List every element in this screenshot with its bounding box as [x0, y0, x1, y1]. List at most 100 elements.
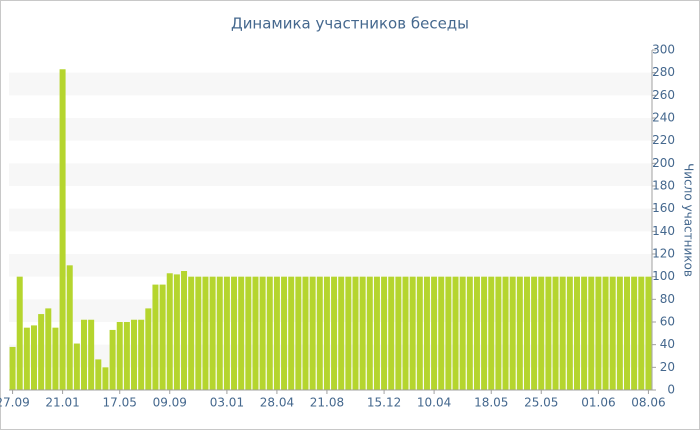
bar [259, 276, 266, 390]
bar [581, 276, 588, 390]
bar [109, 329, 116, 390]
y-tick-label: 180 [652, 179, 675, 193]
bar [152, 284, 159, 390]
y-tick-label: 60 [660, 315, 675, 329]
bar [331, 276, 338, 390]
x-tick-label: 01.06 [581, 396, 615, 410]
bar [102, 367, 109, 390]
bar [252, 276, 259, 390]
x-tick-label: 21.08 [310, 396, 344, 410]
x-tick-label: 27.09 [0, 396, 30, 410]
bar [159, 284, 166, 390]
bar [531, 276, 538, 390]
bar [459, 276, 466, 390]
x-tick-label: 17.05 [103, 396, 137, 410]
y-tick-label: 40 [660, 337, 675, 351]
bar [66, 265, 73, 390]
bar [495, 276, 502, 390]
bar [338, 276, 345, 390]
bar [431, 276, 438, 390]
bar [23, 327, 30, 390]
bar [195, 276, 202, 390]
bar [502, 276, 509, 390]
bar [45, 308, 52, 390]
y-tick-label: 240 [652, 111, 675, 125]
bar [16, 276, 23, 390]
bar [552, 276, 559, 390]
bar [402, 276, 409, 390]
bar [323, 276, 330, 390]
bar [566, 276, 573, 390]
y-tick-label: 300 [652, 43, 675, 57]
x-tick-label: 15.12 [367, 396, 401, 410]
bar [131, 319, 138, 390]
bar [545, 276, 552, 390]
x-tick-label: 10.04 [417, 396, 451, 410]
bar [145, 308, 152, 390]
y-tick-label: 80 [660, 292, 675, 306]
bar [373, 276, 380, 390]
y-axis-label: Число участников [682, 163, 696, 277]
bar [202, 276, 209, 390]
y-tick-label: 20 [660, 360, 675, 374]
bar [481, 276, 488, 390]
bar [623, 276, 630, 390]
bar [295, 276, 302, 390]
bar [395, 276, 402, 390]
bar [488, 276, 495, 390]
bar [359, 276, 366, 390]
chart-title: Динамика участников беседы [231, 15, 469, 33]
bar [638, 276, 645, 390]
grid-stripe [9, 208, 652, 232]
bar [309, 276, 316, 390]
bar [559, 276, 566, 390]
y-tick-label: 200 [652, 156, 675, 170]
bar [209, 276, 216, 390]
bar [445, 276, 452, 390]
bar [245, 276, 252, 390]
y-tick-label: 280 [652, 65, 675, 79]
bar [588, 276, 595, 390]
x-tick-label: 28.04 [260, 396, 294, 410]
bar [231, 276, 238, 390]
y-tick-label: 220 [652, 133, 675, 147]
y-tick-label: 120 [652, 247, 675, 261]
bar [631, 276, 638, 390]
grid-stripe [9, 118, 652, 141]
x-tick-label: 21.01 [45, 396, 79, 410]
y-tick-label: 140 [652, 224, 675, 238]
grid-stripe [9, 163, 652, 186]
bar [73, 343, 80, 390]
bar [288, 276, 295, 390]
bar [9, 346, 16, 390]
bar [302, 276, 309, 390]
bar [645, 276, 652, 390]
bar [38, 314, 45, 390]
bar [388, 276, 395, 390]
bar [181, 271, 188, 390]
bar [95, 359, 102, 390]
bar [595, 276, 602, 390]
bar [138, 319, 145, 390]
bar [602, 276, 609, 390]
bar [466, 276, 473, 390]
bar [509, 276, 516, 390]
bar [573, 276, 580, 390]
grid-stripe [9, 254, 652, 277]
bar [273, 276, 280, 390]
bar [423, 276, 430, 390]
bar [216, 276, 223, 390]
bar [52, 327, 59, 390]
bar [523, 276, 530, 390]
bar [281, 276, 288, 390]
bar [616, 276, 623, 390]
bar [59, 69, 66, 391]
bar [538, 276, 545, 390]
bar [188, 276, 195, 390]
bar [473, 276, 480, 390]
bar [352, 276, 359, 390]
bar [238, 276, 245, 390]
bar [366, 276, 373, 390]
x-tick-label: 03.01 [210, 396, 244, 410]
bar [31, 325, 38, 390]
